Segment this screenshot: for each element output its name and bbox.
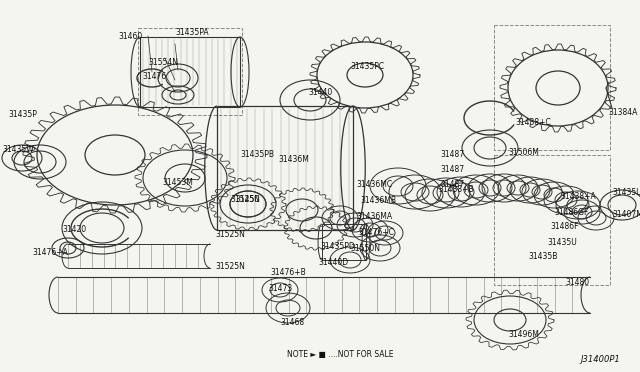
Text: 31487: 31487 bbox=[440, 150, 464, 159]
Text: 31554N: 31554N bbox=[148, 58, 178, 67]
Text: 31486F: 31486F bbox=[550, 222, 579, 231]
Text: 31435PC: 31435PC bbox=[350, 62, 384, 71]
Text: 31435UA: 31435UA bbox=[612, 188, 640, 197]
Text: 31476: 31476 bbox=[142, 72, 166, 81]
Text: 31525N: 31525N bbox=[215, 230, 245, 239]
Text: 31476+B: 31476+B bbox=[270, 268, 306, 277]
Bar bbox=[494, 155, 610, 285]
Text: 31450: 31450 bbox=[235, 195, 259, 204]
Text: 31407M: 31407M bbox=[612, 210, 640, 219]
Text: 31435P: 31435P bbox=[8, 110, 37, 119]
Text: 31435PB: 31435PB bbox=[240, 150, 274, 159]
Text: 31525N: 31525N bbox=[230, 195, 260, 204]
Text: 31435B: 31435B bbox=[528, 252, 557, 261]
Bar bbox=[217, 106, 353, 230]
Text: 31436MB: 31436MB bbox=[360, 196, 396, 205]
Text: 31476+C: 31476+C bbox=[358, 228, 394, 237]
Text: 31435PA: 31435PA bbox=[175, 28, 209, 37]
Text: 31438+C: 31438+C bbox=[515, 118, 551, 127]
Text: 31435W: 31435W bbox=[2, 145, 34, 154]
Bar bbox=[138, 28, 242, 115]
Text: 31436M: 31436M bbox=[278, 155, 309, 164]
Text: 31438+B: 31438+B bbox=[438, 185, 474, 194]
Text: 31506M: 31506M bbox=[508, 148, 539, 157]
Bar bbox=[140, 37, 240, 107]
Text: 31435PD: 31435PD bbox=[320, 242, 355, 251]
Text: 31496M: 31496M bbox=[508, 330, 539, 339]
Text: 31440: 31440 bbox=[308, 88, 332, 97]
Text: 31468: 31468 bbox=[280, 318, 304, 327]
Text: 31440D: 31440D bbox=[318, 258, 348, 267]
Text: 31473: 31473 bbox=[268, 284, 292, 293]
Text: 31525N: 31525N bbox=[215, 262, 245, 271]
Text: 31435U: 31435U bbox=[547, 238, 577, 247]
Text: 31460: 31460 bbox=[118, 32, 142, 41]
Text: J31400P1: J31400P1 bbox=[580, 355, 620, 364]
Text: 31480: 31480 bbox=[565, 278, 589, 287]
Text: 31487: 31487 bbox=[440, 165, 464, 174]
Bar bbox=[322, 224, 366, 260]
Text: 31436MA: 31436MA bbox=[356, 212, 392, 221]
Text: 31550N: 31550N bbox=[350, 244, 380, 253]
Text: 31420: 31420 bbox=[62, 225, 86, 234]
Text: NOTE ► ■ ....NOT FOR SALE: NOTE ► ■ ....NOT FOR SALE bbox=[287, 350, 393, 359]
Text: 31438+A: 31438+A bbox=[560, 192, 596, 201]
Text: 31486GF: 31486GF bbox=[554, 208, 588, 217]
Text: 31384A: 31384A bbox=[608, 108, 637, 117]
Text: 31487: 31487 bbox=[440, 180, 464, 189]
Text: 31476+A: 31476+A bbox=[32, 248, 68, 257]
Text: 31436MC: 31436MC bbox=[356, 180, 392, 189]
Bar bbox=[494, 25, 610, 150]
Text: 31453M: 31453M bbox=[162, 178, 193, 187]
